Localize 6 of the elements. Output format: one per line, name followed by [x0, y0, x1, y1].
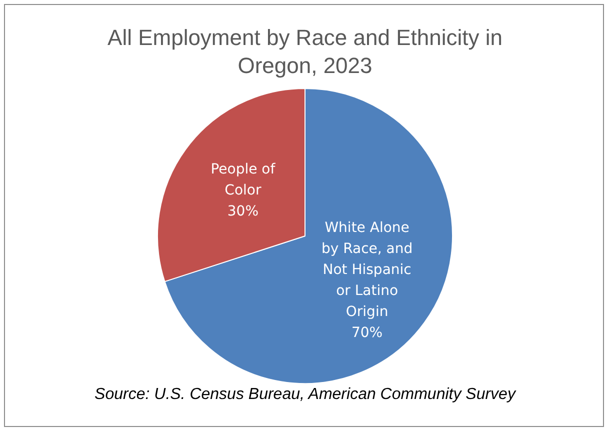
- slice-label: White Alone by Race, and Not Hispanic or Latino Origin: [321, 220, 413, 320]
- slice-label: People of Color: [210, 162, 276, 199]
- data-label: 30%: [227, 204, 259, 220]
- data-label: 70%: [351, 325, 383, 342]
- chart-title: All Employment by Race and Ethnicity in Oregon, 2023: [106, 24, 504, 80]
- source-note: Source: U.S. Census Bureau, American Community Survey: [94, 386, 518, 404]
